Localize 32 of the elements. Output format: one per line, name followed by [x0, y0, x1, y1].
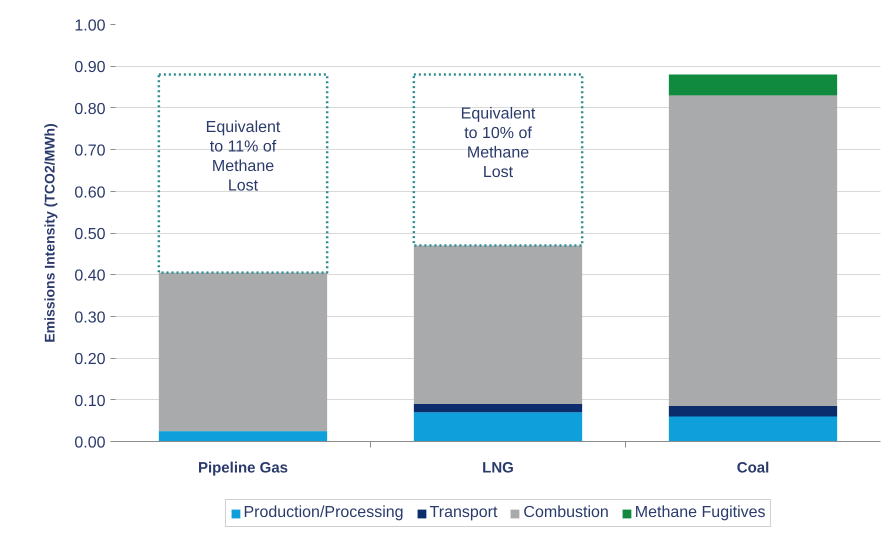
legend-label: Combustion: [523, 504, 609, 522]
bar: [668, 406, 838, 416]
legend-label: Transport: [430, 504, 498, 522]
y-tick-label: 0.90: [74, 59, 106, 76]
bar: [158, 272, 328, 432]
x-tick-label: Pipeline Gas: [198, 460, 288, 476]
bar: [414, 412, 582, 442]
y-tick-label: 0.80: [74, 100, 106, 118]
bar: [412, 73, 584, 247]
bar: [414, 246, 582, 404]
y-tick-label: 0.00: [74, 434, 106, 452]
y-tick-label: 0.70: [74, 142, 106, 160]
legend-label: Production/Processing: [243, 504, 404, 522]
y-tick-label: 0.60: [74, 184, 106, 202]
bar: [158, 431, 328, 442]
bar: [158, 73, 328, 274]
bar: [668, 416, 838, 442]
annotation: Equivalent to 11% of Methane Lost: [206, 119, 281, 195]
y-tick-label: 0.10: [74, 392, 106, 410]
y-tick-label: 0.20: [74, 351, 106, 368]
annotation: Equivalent to 10% of Methane Lost: [460, 106, 536, 182]
bar: [668, 95, 838, 406]
y-axis-title: Emissions Intensity (TCO2/MWh): [41, 123, 58, 343]
legend-label: Methane Fugitives: [634, 504, 766, 522]
bar: [414, 404, 582, 412]
y-tick-label: 0.50: [74, 226, 106, 243]
x-tick-label: LNG: [482, 460, 514, 476]
y-tick-label: 0.30: [74, 309, 106, 326]
bar: [668, 74, 838, 96]
y-tick-label: 0.40: [74, 268, 106, 285]
y-tick-label: 1.00: [74, 18, 106, 34]
x-tick-label: Coal: [736, 460, 770, 476]
